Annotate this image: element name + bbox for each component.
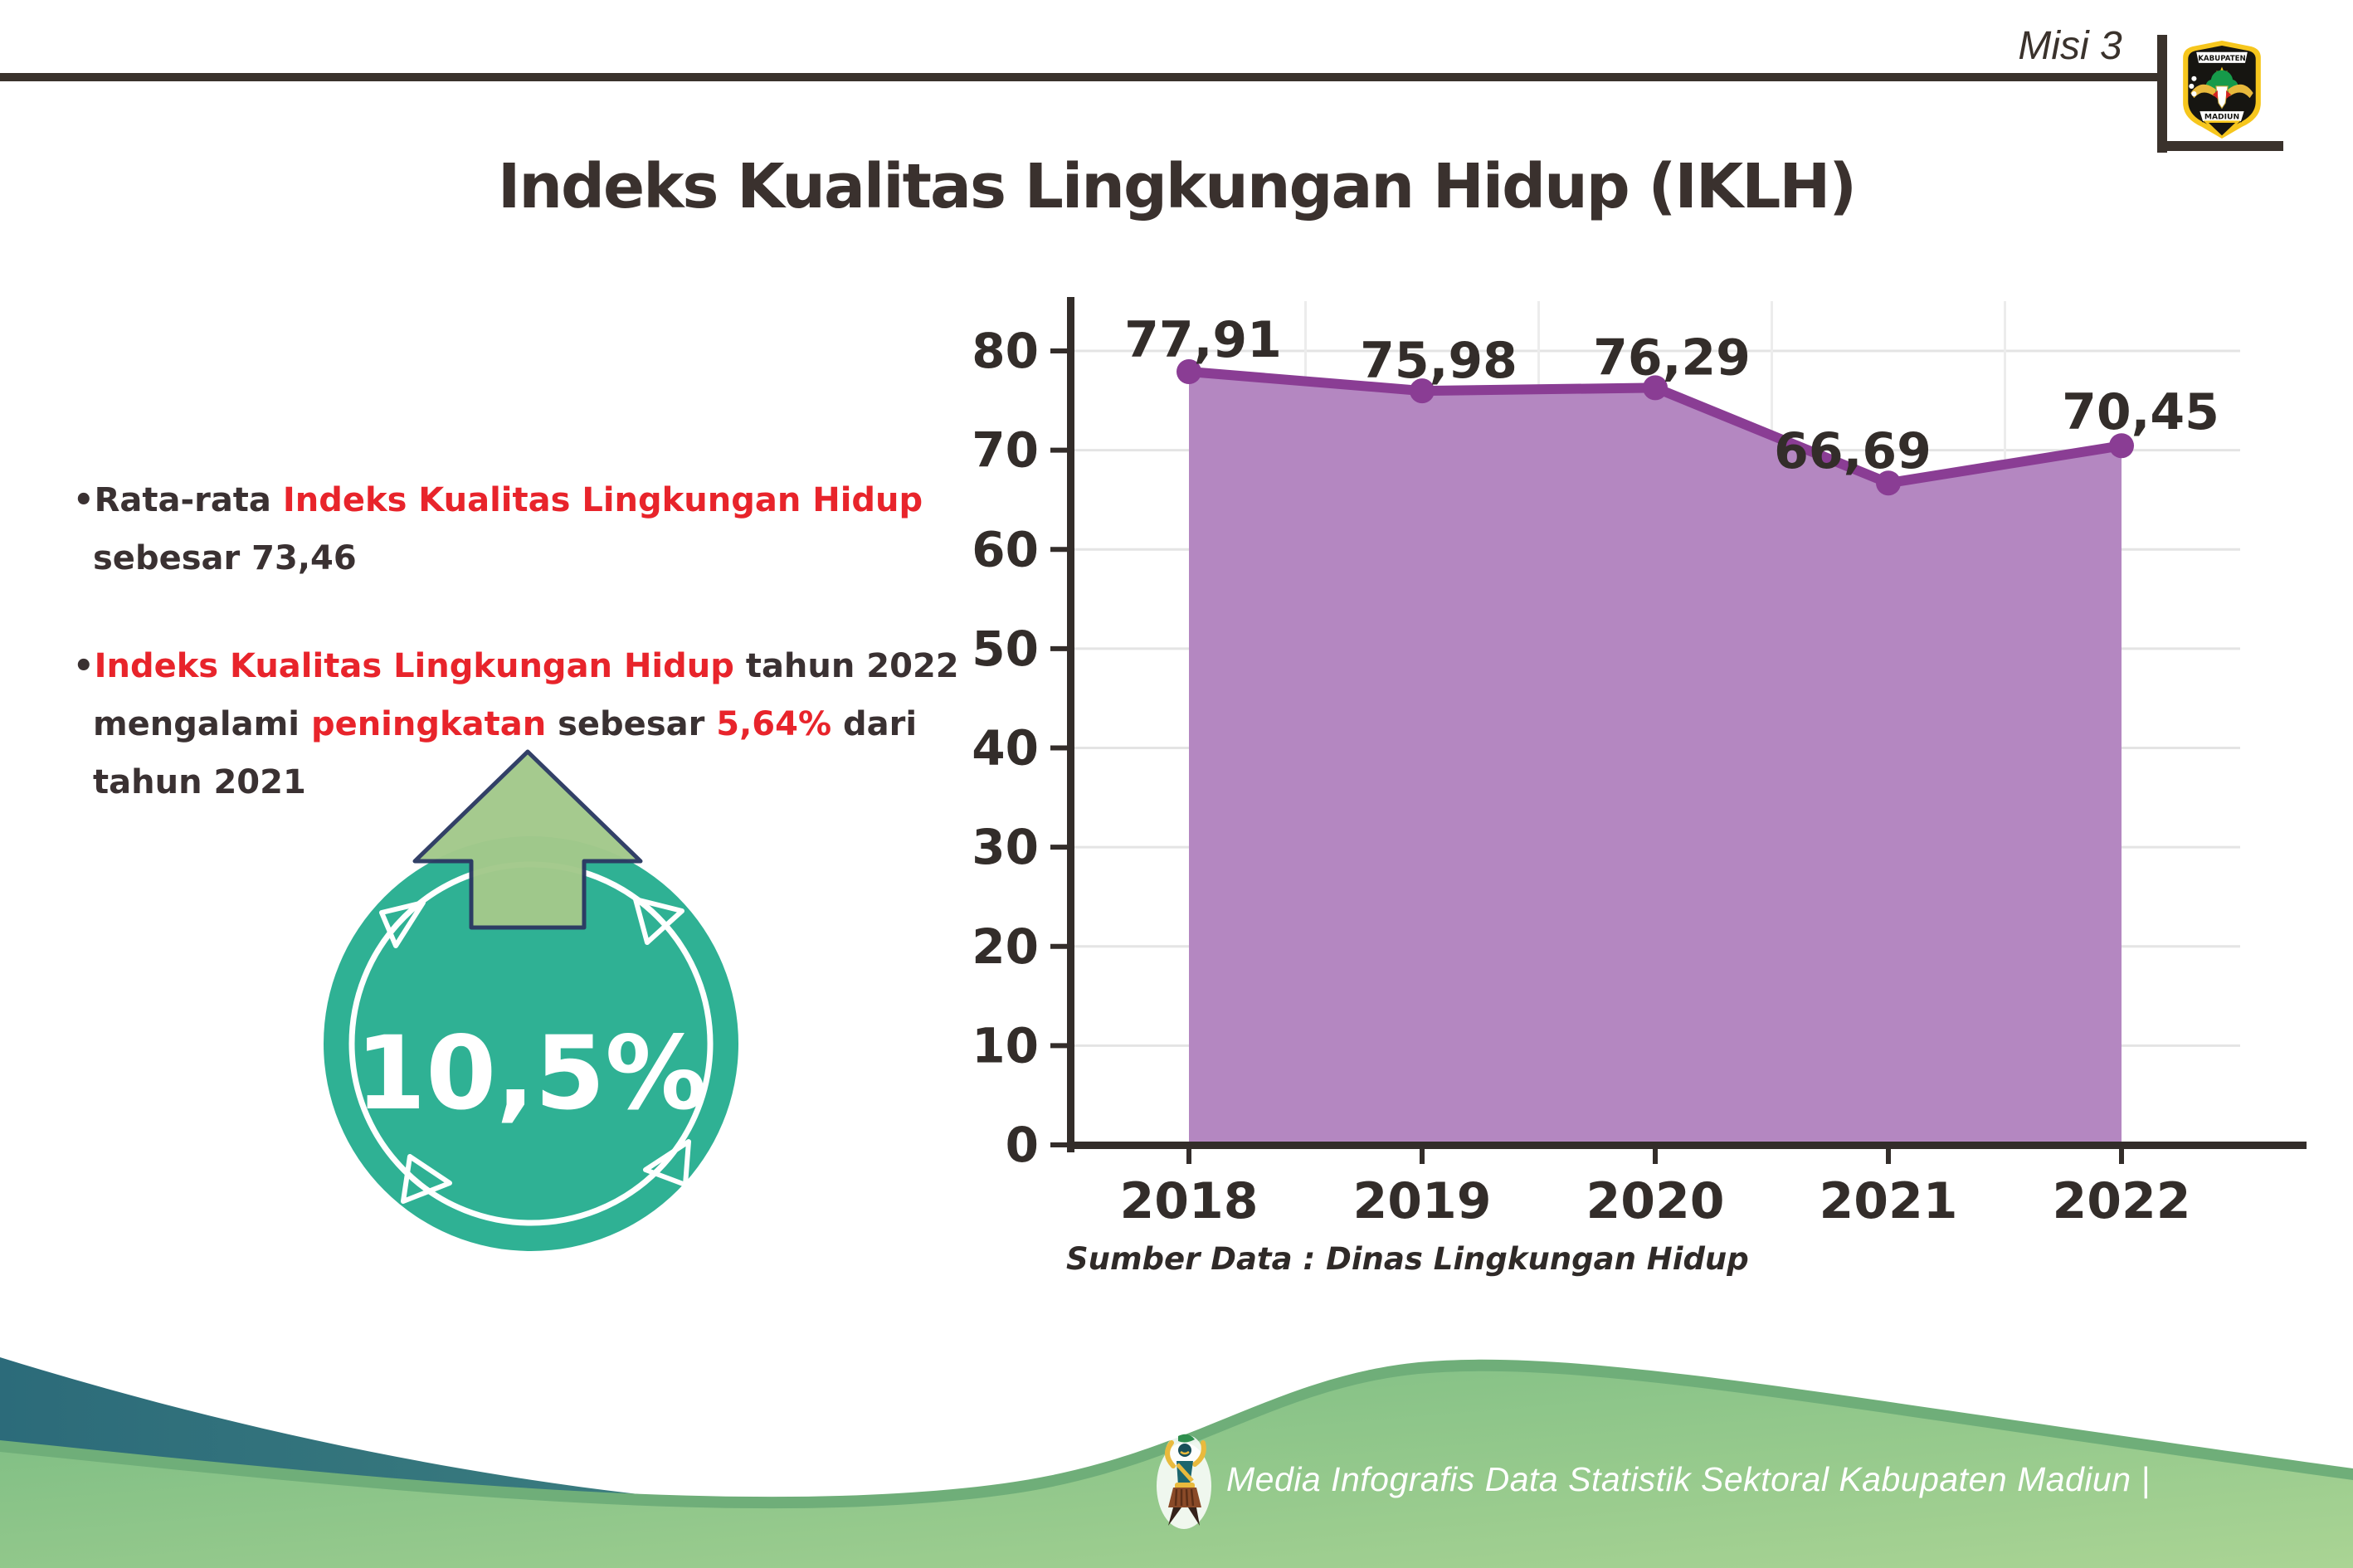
value-labels: 77,91 75,98 76,29 66,69 70,45 [1124,311,2219,480]
sparkle-icon [643,1139,691,1187]
bullet1-line2: sebesar 73,46 [93,539,357,577]
data-point [2109,433,2134,459]
y-tick-label: 30 [972,819,1039,875]
header-rule [0,73,2161,81]
badge-value: 10,5% [355,1015,706,1132]
highlight-text: Indeks Kualitas Lingkungan Hidup [94,647,734,685]
y-tick-label: 50 [972,621,1039,677]
growth-badge: 10,5% [324,749,738,1251]
y-tick-label: 60 [972,521,1039,577]
highlight-text: Indeks Kualitas Lingkungan Hidup [282,481,923,519]
logo-corner-bracket-vertical [2157,35,2167,153]
x-tick-label: 2020 [1586,1172,1725,1230]
y-tick-label: 80 [972,323,1039,379]
insight-bullet-1: •Rata-rata Indeks Kualitas Lingkungan Hi… [73,471,969,587]
logo-top-text: KABUPATEN [2198,55,2246,63]
x-tick-label: 2018 [1120,1172,1259,1230]
data-point [1876,470,1901,496]
value-label: 70,45 [2062,383,2219,441]
y-tick-label: 10 [972,1017,1039,1074]
x-tick-label: 2021 [1820,1172,1958,1230]
chart-points [1176,359,2134,496]
bullet1-plain: Rata-rata [94,481,283,519]
bullet-marker: • [73,647,95,685]
chart-source: Sumber Data : Dinas Lingkungan Hidup [1066,1241,1749,1277]
y-axis-line [1067,297,1074,1152]
page-title: Indeks Kualitas Lingkungan Hidup (IKLH) [497,150,1857,222]
mascot-icon [1157,1434,1211,1529]
footer-credit: Media Infografis Data Statistik Sektoral… [1226,1460,2151,1498]
y-tick-label: 70 [972,422,1039,479]
x-axis-labels: 2018 2019 2020 2021 2022 [1120,1149,2191,1230]
value-label: 75,98 [1360,332,1518,390]
bullet2-line2c: dari [831,705,918,743]
bullet2-line2b: sebesar [546,705,717,743]
logo-bottom-ribbon [2198,110,2246,123]
value-label: 66,69 [1774,422,1932,480]
logo-corner-bracket-horizontal [2157,141,2283,151]
bullet2-line2a: mengalami [93,705,311,743]
y-axis-labels: 0 10 20 30 40 50 60 70 80 [972,323,1067,1173]
bullet2-line1-tail: tahun 2022 [733,647,959,685]
value-label: 77,91 [1124,311,1282,369]
highlight-text: 5,64% [716,705,832,743]
logo-bottom-text: MADIUN [2204,113,2239,122]
sparkle-icon [633,897,684,945]
insight-bullet-2: •Indeks Kualitas Lingkungan Hidup tahun … [73,637,969,811]
bullet2-line3: tahun 2021 [93,763,306,801]
data-point [1176,359,1201,385]
chart-area [1189,372,2122,1146]
data-point [1643,375,1668,401]
bullet-marker: • [73,481,95,519]
x-axis-line [1067,1142,2307,1149]
y-tick-label: 0 [1006,1117,1039,1173]
kabupaten-madiun-logo: KABUPATEN MADIUN [2183,40,2261,139]
highlight-text: peningkatan [310,705,547,743]
badge-circle [324,836,738,1251]
y-tick-label: 40 [972,720,1039,777]
insight-list: •Rata-rata Indeks Kualitas Lingkungan Hi… [73,471,969,861]
sparkle-icon [401,1154,452,1204]
x-tick-label: 2019 [1353,1172,1492,1230]
logo-top-ribbon [2195,51,2249,65]
value-label: 76,29 [1593,329,1751,387]
data-point [1410,378,1435,404]
x-tick-label: 2022 [2053,1172,2191,1230]
iklh-chart: 0 10 20 30 40 50 60 70 80 2018 2019 2020 2021 2022 77,… [972,297,2307,1230]
y-tick-label: 20 [972,918,1039,975]
up-arrow-icon [412,749,643,930]
sparkle-icon [379,900,426,948]
misi-label: Misi 3 [2018,24,2122,68]
